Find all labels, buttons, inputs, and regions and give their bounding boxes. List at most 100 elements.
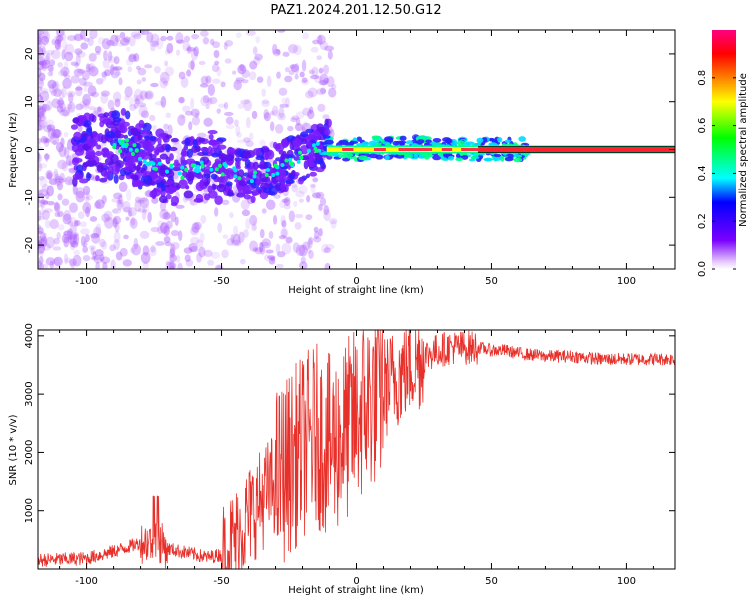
spectrogram-cell (38, 188, 49, 197)
spectrogram-cell (159, 222, 170, 234)
spectrogram-cell (168, 262, 177, 269)
ridge-peak (409, 148, 420, 151)
spectrogram-cell (241, 209, 251, 217)
spectrogram-cell (75, 86, 83, 91)
spectrogram-cell (130, 217, 136, 226)
spectrogram-cell (193, 46, 199, 57)
spectrogram-cell (214, 195, 223, 205)
spectrogram-cell (157, 136, 162, 146)
spectrogram-cell (319, 40, 329, 51)
spectrogram-cell (61, 49, 66, 60)
spectrogram-cell (207, 97, 213, 105)
spectrogram-cell (154, 101, 165, 106)
ridge-peak (461, 148, 470, 151)
ridge-peak (441, 148, 453, 151)
spectrogram-cell (221, 152, 226, 163)
spectrogram-cell (316, 34, 326, 45)
spectrogram-cell (133, 53, 140, 62)
spectrogram-cell (102, 58, 110, 69)
spectrogram-cell (150, 153, 157, 160)
spectrogram-cell (131, 178, 136, 188)
spectrogram-cell (137, 102, 147, 108)
spectrogram-cell (142, 140, 152, 149)
spectrogram-cell (129, 218, 138, 229)
spectrogram-cell (235, 125, 241, 137)
spectrogram-cell (80, 235, 86, 247)
spectrogram-cell (38, 189, 44, 196)
spectrogram-cell (75, 190, 86, 203)
spectrogram-cell (139, 197, 150, 209)
spectrogram-cell (255, 246, 266, 253)
spectrogram-cell (199, 232, 205, 243)
spectrogram-cell (63, 131, 69, 138)
spectrogram-cell (189, 200, 195, 206)
spectrogram-cell (41, 103, 47, 113)
spectrogram-cell (38, 34, 43, 45)
spectrogram-cell (324, 139, 334, 145)
spectrogram-cell (518, 136, 527, 142)
spectrogram-cell (95, 223, 102, 236)
spectrogram-cell (149, 135, 157, 142)
spectrogram-cell (317, 103, 326, 112)
spectrogram-cell (278, 177, 286, 184)
spectrogram-cell (90, 246, 95, 256)
spectrogram-cell (73, 68, 84, 77)
spectrogram-cell (399, 135, 407, 141)
spectrogram-cell (45, 257, 56, 266)
spectrogram-cell (112, 217, 118, 228)
spectrogram-cell (259, 241, 270, 247)
spectrogram-cell (210, 173, 218, 180)
spectrogram-cell (196, 164, 201, 169)
spectrogram-cell (208, 134, 214, 140)
spectrogram-cell (191, 222, 200, 234)
spectrogram-cell (243, 194, 252, 200)
spectrogram-cell (252, 220, 257, 231)
ridge-peak (416, 148, 423, 151)
spectrogram-cell (274, 184, 280, 190)
spectrogram-cell (165, 169, 170, 174)
spectrogram-cell (287, 44, 298, 54)
spectrogram-cell (107, 99, 115, 110)
spectrogram-cell (214, 158, 221, 164)
spectrogram-cell (271, 173, 276, 178)
spectrogram-cell (294, 73, 299, 80)
spectrogram-cell (149, 40, 160, 47)
spectrogram-cell (306, 194, 311, 203)
spectrogram-cell (295, 117, 301, 126)
spectrogram-cell (164, 241, 172, 247)
spectrogram-cell (111, 208, 122, 214)
spectrogram-cell (64, 146, 70, 159)
spectrogram-cell (275, 243, 281, 254)
y-tick-label: 20 (24, 48, 35, 61)
spectrogram-cell (331, 153, 340, 157)
spectrogram-cell (319, 73, 329, 86)
spectrogram-cell (61, 86, 67, 98)
spectrogram-cell (86, 172, 91, 182)
spectrogram-cell (152, 175, 162, 183)
spectrogram-cell (53, 34, 64, 42)
spectrogram-cell (165, 112, 171, 119)
spectrogram-cell (207, 259, 215, 266)
spectrogram-cell (184, 167, 189, 172)
spectrogram-cell (44, 219, 51, 229)
spectrogram-cell (190, 108, 200, 117)
spectrogram-cell (38, 86, 43, 92)
spectrogram-cell (281, 97, 287, 104)
spectrogram-cell (313, 75, 323, 84)
spectrogram-cell (305, 214, 313, 221)
spectrogram-cell (160, 35, 167, 42)
spectrogram-cell (39, 96, 44, 106)
spectrogram-cell (107, 50, 113, 62)
spectrogram-cell (331, 83, 337, 90)
spectrogram-cell (55, 176, 63, 181)
spectrogram-cell (144, 91, 153, 99)
spectrogram-cell (276, 251, 286, 258)
spectrogram-cell (54, 39, 62, 45)
spectrogram-cell (110, 154, 119, 164)
spectrogram-cell (445, 138, 452, 143)
spectrogram-cell (175, 204, 185, 209)
spectrogram-cell (39, 58, 47, 70)
spectrogram-cell (294, 62, 300, 75)
spectrogram-cell (298, 244, 308, 257)
snr-xlabel: Height of straight line (km) (288, 585, 424, 596)
